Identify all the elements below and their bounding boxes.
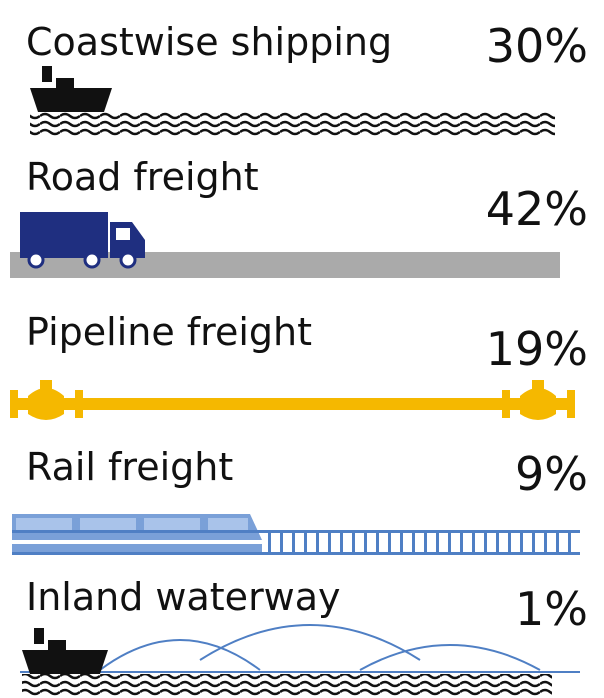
mode-share: 9% xyxy=(515,447,588,501)
mode-label: Road freight xyxy=(26,155,259,199)
mode-share: 19% xyxy=(486,322,588,376)
truck-icon xyxy=(20,212,145,269)
water xyxy=(30,112,555,136)
bridges xyxy=(20,624,580,673)
ship-icon xyxy=(22,628,108,674)
mode-label: Inland waterway xyxy=(26,575,341,619)
mode-share: 42% xyxy=(486,182,588,236)
rails xyxy=(12,530,580,555)
ship-icon xyxy=(30,66,112,112)
mode-label: Rail freight xyxy=(26,445,233,489)
mode-label: Coastwise shipping xyxy=(26,20,392,64)
mode-label: Pipeline freight xyxy=(26,310,312,354)
mode-share: 30% xyxy=(486,19,588,73)
mode-share: 1% xyxy=(515,582,588,636)
water xyxy=(22,674,552,696)
pipeline-icon xyxy=(10,380,575,420)
